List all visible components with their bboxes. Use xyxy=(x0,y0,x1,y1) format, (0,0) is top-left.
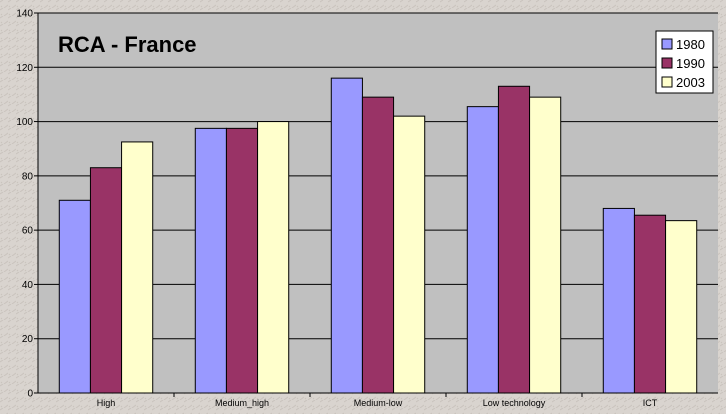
y-tick-label: 120 xyxy=(16,63,33,74)
x-tick-label: ICT xyxy=(643,398,658,408)
bar-1980-3 xyxy=(466,106,499,394)
y-tick-label: 0 xyxy=(27,389,33,400)
bar-2003-4 xyxy=(665,220,698,394)
axes xyxy=(34,12,718,397)
bar-1980-1 xyxy=(194,127,227,394)
bar-1980-2 xyxy=(330,77,363,394)
y-tick-label: 80 xyxy=(22,171,34,182)
bar-1990-0 xyxy=(89,167,123,394)
y-tick-label: 60 xyxy=(22,226,34,237)
legend-swatch-1980 xyxy=(661,38,673,50)
legend: 1980 1990 2003 xyxy=(655,30,714,94)
x-tick-label: Low technology xyxy=(483,398,546,408)
x-tick-label: High xyxy=(97,398,116,408)
chart-title: RCA - France xyxy=(58,32,197,57)
bar-1990-4 xyxy=(633,214,667,394)
bar-1990-2 xyxy=(361,96,395,394)
x-tick-label: Medium_high xyxy=(215,398,269,408)
bar-2003-0 xyxy=(121,141,154,394)
y-tick-label: 40 xyxy=(22,280,34,291)
x-tick-label: Medium-low xyxy=(354,398,403,408)
y-tick-label: 140 xyxy=(16,9,33,20)
legend-label: 1980 xyxy=(676,37,705,52)
y-tick-label: 20 xyxy=(22,334,34,345)
bar-1990-1 xyxy=(225,127,259,394)
y-tick-labels: 0 20 40 60 80 100 120 140 xyxy=(16,9,33,400)
bar-2003-1 xyxy=(257,121,290,394)
x-tick-labels: High Medium_high Medium-low Low technology I… xyxy=(97,398,658,408)
bar-1980-0 xyxy=(58,199,91,394)
bar-1990-3 xyxy=(497,85,531,394)
bar-1980-4 xyxy=(602,207,635,394)
legend-swatch-2003 xyxy=(661,76,673,88)
legend-label: 2003 xyxy=(676,75,705,90)
y-tick-label: 100 xyxy=(16,117,33,128)
bar-2003-3 xyxy=(529,96,562,394)
legend-swatch-1990 xyxy=(661,57,673,69)
bars xyxy=(58,77,698,394)
legend-label: 1990 xyxy=(676,56,705,71)
bar-2003-2 xyxy=(393,115,426,394)
